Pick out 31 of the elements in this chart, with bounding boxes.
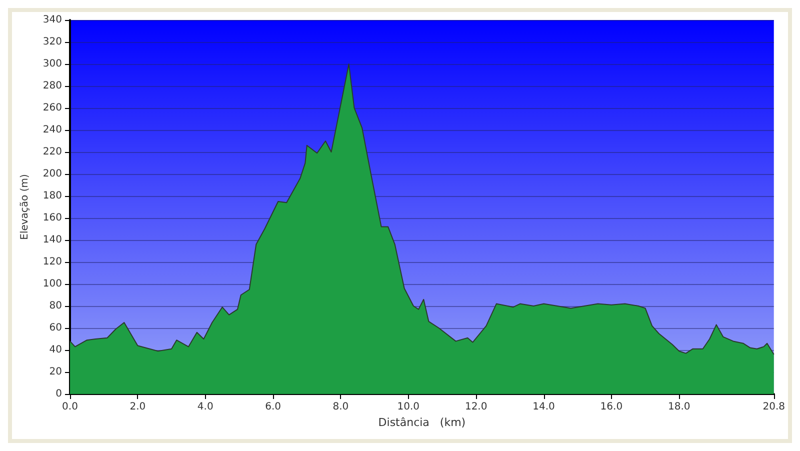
y-tick-label: 340	[42, 14, 62, 26]
y-tick-label: 320	[42, 36, 62, 48]
x-tick-label: 8.0	[332, 402, 349, 412]
y-tick-label: 240	[42, 124, 62, 136]
y-tick-label: 140	[42, 234, 62, 246]
y-tick-label: 220	[42, 146, 62, 158]
y-tick-label: 60	[49, 322, 62, 334]
x-tick-label: 2.0	[130, 402, 146, 412]
x-tick-label: 16.0	[600, 402, 623, 412]
x-tick-label: 18.0	[668, 402, 690, 412]
x-axis-title: Distância (km)	[378, 416, 466, 429]
x-tick-label: 4.0	[197, 402, 214, 412]
y-tick-label: 180	[42, 190, 62, 202]
y-tick-label: 260	[42, 102, 62, 114]
x-tick-label: 14.0	[532, 402, 555, 412]
y-tick-label: 300	[42, 58, 62, 70]
y-tick-label: 100	[42, 278, 62, 290]
y-tick-label: 40	[49, 344, 62, 356]
x-tick-label: 10.0	[397, 402, 420, 412]
y-axis-title: Elevação (m)	[20, 174, 30, 240]
x-tick-label: 0.0	[62, 402, 78, 412]
y-tick-label: 280	[42, 80, 62, 92]
y-tick-label: 0	[56, 388, 62, 400]
y-tick-label: 80	[49, 300, 62, 312]
y-tick-label: 120	[42, 256, 62, 268]
x-tick-label: 20.8	[762, 402, 785, 412]
y-tick-label: 160	[42, 212, 62, 224]
x-tick-label: 12.0	[464, 402, 488, 412]
y-tick-label: 200	[42, 168, 62, 180]
x-tick-label: 6.0	[265, 402, 281, 412]
y-tick-label: 20	[49, 366, 62, 378]
